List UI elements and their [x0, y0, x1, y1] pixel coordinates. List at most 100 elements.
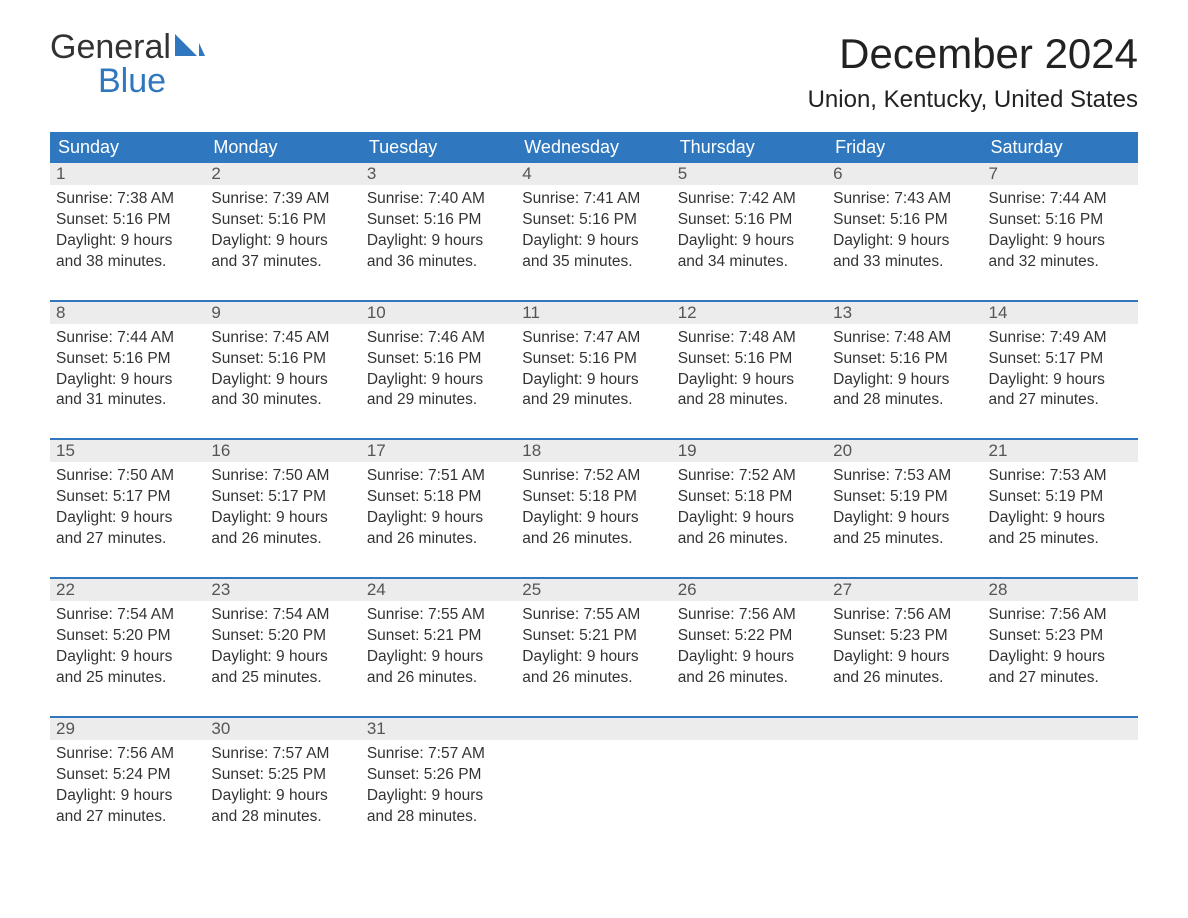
sunset-value: 5:16 PM	[735, 350, 793, 367]
day-number: 7	[983, 163, 1138, 185]
calendar-day: 5Sunrise: 7:42 AMSunset: 5:16 PMDaylight…	[672, 163, 827, 273]
daylight-hours: 9 hours	[742, 371, 794, 388]
day-number: 16	[205, 440, 360, 462]
day-number: 19	[672, 440, 827, 462]
sunrise-line: Sunrise: 7:56 AM	[989, 605, 1132, 626]
sunrise-label: Sunrise:	[522, 190, 583, 207]
separator-cell	[983, 411, 1138, 439]
daylight-label: Daylight:	[833, 648, 898, 665]
calendar-day: 23Sunrise: 7:54 AMSunset: 5:20 PMDayligh…	[205, 578, 360, 689]
sunset-label: Sunset:	[989, 488, 1046, 505]
sunrise-line: Sunrise: 7:50 AM	[56, 466, 199, 487]
sunset-line: Sunset: 5:18 PM	[678, 487, 821, 508]
daylight-line1: Daylight: 9 hours	[56, 370, 199, 391]
day-number: 26	[672, 579, 827, 601]
day-number: 27	[827, 579, 982, 601]
sunset-label: Sunset:	[833, 488, 890, 505]
daylight-line2: and 37 minutes.	[211, 252, 354, 273]
day-number: 23	[205, 579, 360, 601]
daylight-label: Daylight:	[522, 648, 587, 665]
sunrise-line: Sunrise: 7:43 AM	[833, 189, 976, 210]
sunrise-value: 7:56 AM	[739, 606, 796, 623]
day-body: Sunrise: 7:55 AMSunset: 5:21 PMDaylight:…	[361, 601, 516, 689]
sunset-line: Sunset: 5:16 PM	[367, 210, 510, 231]
separator-cell	[516, 689, 671, 717]
calendar-day: 30Sunrise: 7:57 AMSunset: 5:25 PMDayligh…	[205, 717, 360, 828]
day-body: Sunrise: 7:55 AMSunset: 5:21 PMDaylight:…	[516, 601, 671, 689]
sunset-label: Sunset:	[211, 211, 268, 228]
calendar-day: 17Sunrise: 7:51 AMSunset: 5:18 PMDayligh…	[361, 439, 516, 550]
daylight-line1: Daylight: 9 hours	[367, 786, 510, 807]
calendar-day: 1Sunrise: 7:38 AMSunset: 5:16 PMDaylight…	[50, 163, 205, 273]
sunrise-label: Sunrise:	[989, 467, 1050, 484]
sunrise-value: 7:47 AM	[583, 329, 640, 346]
sunrise-line: Sunrise: 7:39 AM	[211, 189, 354, 210]
sunset-line: Sunset: 5:16 PM	[56, 210, 199, 231]
sunrise-value: 7:54 AM	[117, 606, 174, 623]
daylight-label: Daylight:	[211, 787, 276, 804]
daylight-label: Daylight:	[678, 232, 743, 249]
week-separator	[50, 273, 1138, 301]
daylight-line1: Daylight: 9 hours	[211, 786, 354, 807]
sunrise-label: Sunrise:	[522, 329, 583, 346]
sunrise-value: 7:54 AM	[273, 606, 330, 623]
daylight-line2: and 27 minutes.	[56, 529, 199, 550]
separator-cell	[983, 689, 1138, 717]
sunrise-label: Sunrise:	[56, 467, 117, 484]
separator-cell	[983, 550, 1138, 578]
daylight-hours: 9 hours	[742, 648, 794, 665]
daylight-line1: Daylight: 9 hours	[989, 370, 1132, 391]
sunset-value: 5:19 PM	[1045, 488, 1103, 505]
sunset-line: Sunset: 5:25 PM	[211, 765, 354, 786]
daylight-hours: 9 hours	[276, 371, 328, 388]
sunset-line: Sunset: 5:17 PM	[211, 487, 354, 508]
day-number: 25	[516, 579, 671, 601]
sunrise-line: Sunrise: 7:48 AM	[678, 328, 821, 349]
col-header: Friday	[827, 132, 982, 163]
sunrise-label: Sunrise:	[678, 329, 739, 346]
day-body: Sunrise: 7:57 AMSunset: 5:26 PMDaylight:…	[361, 740, 516, 828]
day-number	[516, 718, 671, 740]
sunset-label: Sunset:	[989, 350, 1046, 367]
separator-cell	[361, 689, 516, 717]
separator-cell	[516, 273, 671, 301]
sunrise-label: Sunrise:	[56, 190, 117, 207]
sunrise-value: 7:57 AM	[273, 745, 330, 762]
day-number: 29	[50, 718, 205, 740]
sunrise-line: Sunrise: 7:57 AM	[367, 744, 510, 765]
daylight-label: Daylight:	[367, 787, 432, 804]
sunrise-value: 7:41 AM	[583, 190, 640, 207]
day-number: 31	[361, 718, 516, 740]
sunrise-line: Sunrise: 7:48 AM	[833, 328, 976, 349]
logo-text-general: General	[50, 30, 171, 64]
sunrise-line: Sunrise: 7:55 AM	[367, 605, 510, 626]
sunset-value: 5:16 PM	[735, 211, 793, 228]
sunset-line: Sunset: 5:16 PM	[989, 210, 1132, 231]
calendar-day: 4Sunrise: 7:41 AMSunset: 5:16 PMDaylight…	[516, 163, 671, 273]
daylight-line2: and 28 minutes.	[211, 807, 354, 828]
day-number: 21	[983, 440, 1138, 462]
daylight-line2: and 34 minutes.	[678, 252, 821, 273]
sunset-line: Sunset: 5:18 PM	[367, 487, 510, 508]
calendar-day: 22Sunrise: 7:54 AMSunset: 5:20 PMDayligh…	[50, 578, 205, 689]
sunrise-label: Sunrise:	[56, 745, 117, 762]
sunset-value: 5:24 PM	[113, 766, 171, 783]
day-number: 20	[827, 440, 982, 462]
sunrise-line: Sunrise: 7:53 AM	[833, 466, 976, 487]
sunset-value: 5:16 PM	[579, 350, 637, 367]
daylight-label: Daylight:	[367, 232, 432, 249]
daylight-line1: Daylight: 9 hours	[989, 231, 1132, 252]
sunset-label: Sunset:	[678, 211, 735, 228]
day-body: Sunrise: 7:56 AMSunset: 5:23 PMDaylight:…	[983, 601, 1138, 689]
sunrise-value: 7:50 AM	[273, 467, 330, 484]
day-number	[827, 718, 982, 740]
page-location: Union, Kentucky, United States	[808, 86, 1138, 114]
daylight-line2: and 25 minutes.	[211, 668, 354, 689]
sunset-line: Sunset: 5:16 PM	[211, 349, 354, 370]
sunrise-line: Sunrise: 7:40 AM	[367, 189, 510, 210]
sunrise-line: Sunrise: 7:42 AM	[678, 189, 821, 210]
sunrise-value: 7:48 AM	[894, 329, 951, 346]
daylight-line1: Daylight: 9 hours	[211, 647, 354, 668]
separator-cell	[361, 273, 516, 301]
sunset-value: 5:17 PM	[268, 488, 326, 505]
